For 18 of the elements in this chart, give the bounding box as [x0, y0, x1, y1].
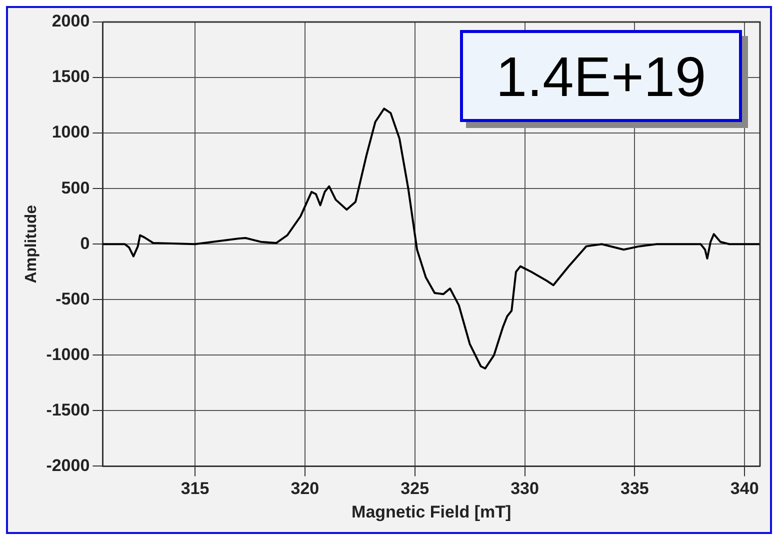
y-tick-label: -2000 [46, 456, 90, 475]
y-tick-label: -500 [56, 289, 90, 308]
y-tick-label: -1000 [46, 344, 90, 364]
y-axis-title: Amplitude [23, 204, 40, 284]
y-tick-label: 1000 [52, 122, 90, 142]
x-tick-label: 330 [510, 479, 539, 498]
x-axis-title: Magnetic Field [mT] [352, 502, 512, 522]
y-tick-label: 0 [80, 234, 90, 253]
x-tick-label: 335 [620, 479, 649, 498]
y-tick-label: -1500 [46, 400, 90, 420]
y-tick-label: 1500 [52, 67, 90, 86]
y-tick-label: 2000 [52, 12, 90, 31]
y-tick-label: 500 [61, 178, 90, 198]
x-tick-label: 315 [180, 479, 210, 498]
annotation: 1.4E+19 [460, 30, 742, 122]
x-tick-label: 320 [290, 479, 320, 498]
x-tick-label: 325 [400, 479, 430, 498]
x-tick-label: 340 [730, 479, 759, 498]
